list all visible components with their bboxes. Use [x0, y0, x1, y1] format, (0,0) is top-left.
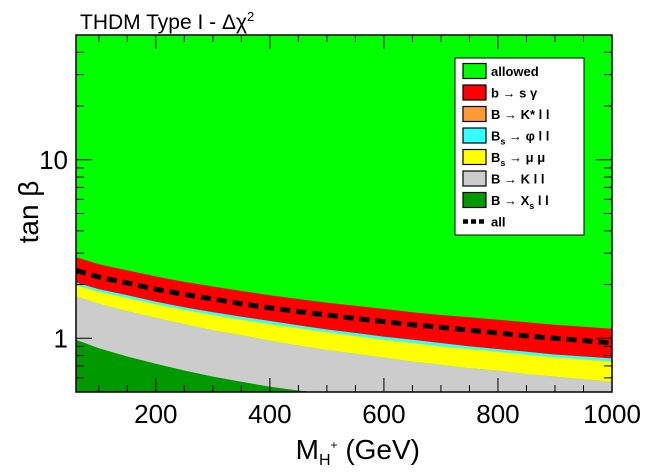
legend-label-bkll: B → K l l — [491, 172, 544, 187]
legend-label-part: → μ μ — [505, 150, 545, 165]
legend-label-part: B — [491, 150, 500, 165]
legend-label-sub: s — [500, 158, 505, 168]
legend-label-part: B → K* l l — [491, 107, 550, 122]
legend-label-all: all — [491, 215, 505, 230]
legend-label-part: B → X — [491, 193, 530, 208]
x-axis-ticks: 200 400 600 800 1000 — [98, 35, 641, 429]
legend-swatch-bkstar — [462, 105, 487, 123]
legend-label-bkstar: B → K* l l — [491, 107, 550, 122]
legend-label-bsmumu: Bs → μ μ — [491, 150, 545, 168]
legend-label-part: allowed — [491, 64, 539, 79]
legend-swatch-bsmumu — [462, 148, 487, 166]
legend-label-part: b → s γ — [491, 86, 538, 101]
legend-label-sub: s — [529, 201, 534, 211]
legend-swatch-bsg — [462, 84, 487, 101]
legend-label-part: → φ l l — [505, 129, 549, 144]
chart-title: THDM Type I - Δχ2 — [80, 9, 254, 34]
x-tick-label: 800 — [476, 399, 519, 429]
y-axis-ticks: 1 10 — [39, 34, 612, 393]
x-tick-label: 1000 — [583, 399, 641, 429]
legend-swatch-bkll — [462, 170, 487, 187]
region-bxsll — [76, 339, 612, 392]
legend-label-part: B → K l l — [491, 172, 544, 187]
legend-label-bxsll: B → Xs l l — [491, 193, 549, 211]
line-all — [76, 268, 612, 346]
legend-label-part: l l — [534, 193, 548, 208]
legend-swatch-bxsll — [462, 191, 487, 209]
legend-label-part: all — [491, 215, 505, 230]
x-axis-label: MH+ (GeV) — [296, 434, 420, 469]
legend-label-part: B — [491, 129, 500, 144]
y-tick-label: 1 — [54, 323, 68, 353]
x-tick-label: 600 — [362, 399, 405, 429]
x-tick-label: 200 — [134, 399, 177, 429]
legend-swatch-bsphi — [462, 127, 487, 144]
x-tick-label: 400 — [248, 399, 291, 429]
legend-label-sub: s — [500, 137, 505, 147]
legend-label-bsg: b → s γ — [491, 86, 538, 101]
legend-label-bsphi: Bs → φ l l — [491, 129, 549, 147]
region-bsmumu — [76, 285, 612, 382]
y-axis-label: tan β — [13, 181, 44, 244]
legend-label-allowed: allowed — [491, 64, 539, 79]
region-bkll — [76, 296, 612, 392]
legend-swatch-allowed — [462, 62, 487, 80]
y-tick-label: 10 — [39, 145, 68, 175]
